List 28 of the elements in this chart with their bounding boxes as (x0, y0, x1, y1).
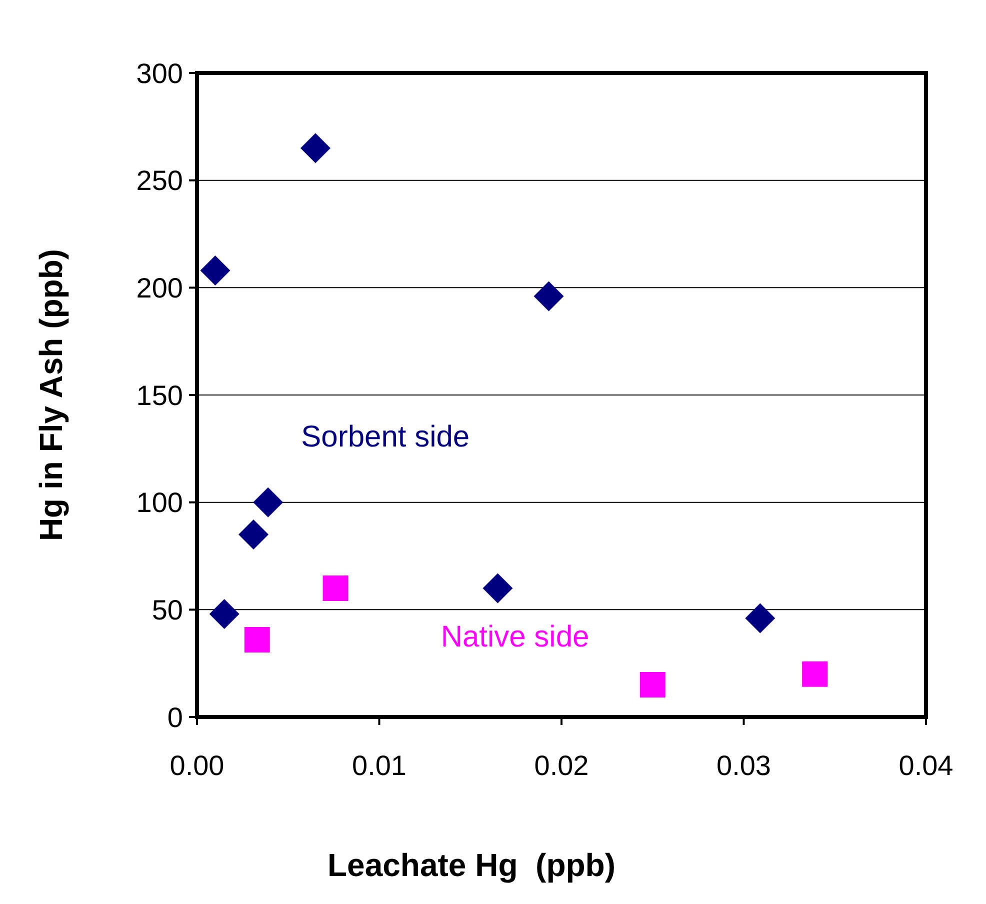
point (253, 487, 284, 518)
y-tick-label: 50 (152, 594, 183, 626)
point (482, 573, 513, 604)
y-tick-label: 0 (167, 702, 183, 733)
y-axis-title: Hg in Fly Ash (ppb) (33, 248, 69, 542)
y-tick-label: 100 (136, 487, 183, 518)
y-tick-label: 200 (136, 272, 183, 304)
x-tick-label: 0.02 (534, 750, 589, 781)
series-label: Sorbent side (301, 420, 470, 454)
point (200, 255, 230, 286)
point (802, 661, 828, 687)
point (534, 281, 564, 312)
point (640, 672, 666, 698)
point (209, 598, 240, 629)
x-tick-label: 0.01 (352, 750, 406, 781)
x-tick-label: 0.04 (898, 750, 954, 781)
y-tick-label: 250 (136, 165, 183, 196)
series-label: Native side (440, 620, 590, 654)
point (745, 603, 776, 634)
point (238, 520, 268, 550)
x-axis-title: Leachate Hg (ppb) (327, 847, 616, 883)
point (300, 133, 330, 164)
point (244, 626, 270, 652)
x-tick-label: 0.03 (716, 750, 771, 781)
x-tick-label: 0.00 (170, 750, 224, 781)
y-tick-label: 300 (136, 58, 183, 89)
point (322, 575, 348, 601)
y-tick-label: 150 (136, 380, 183, 411)
